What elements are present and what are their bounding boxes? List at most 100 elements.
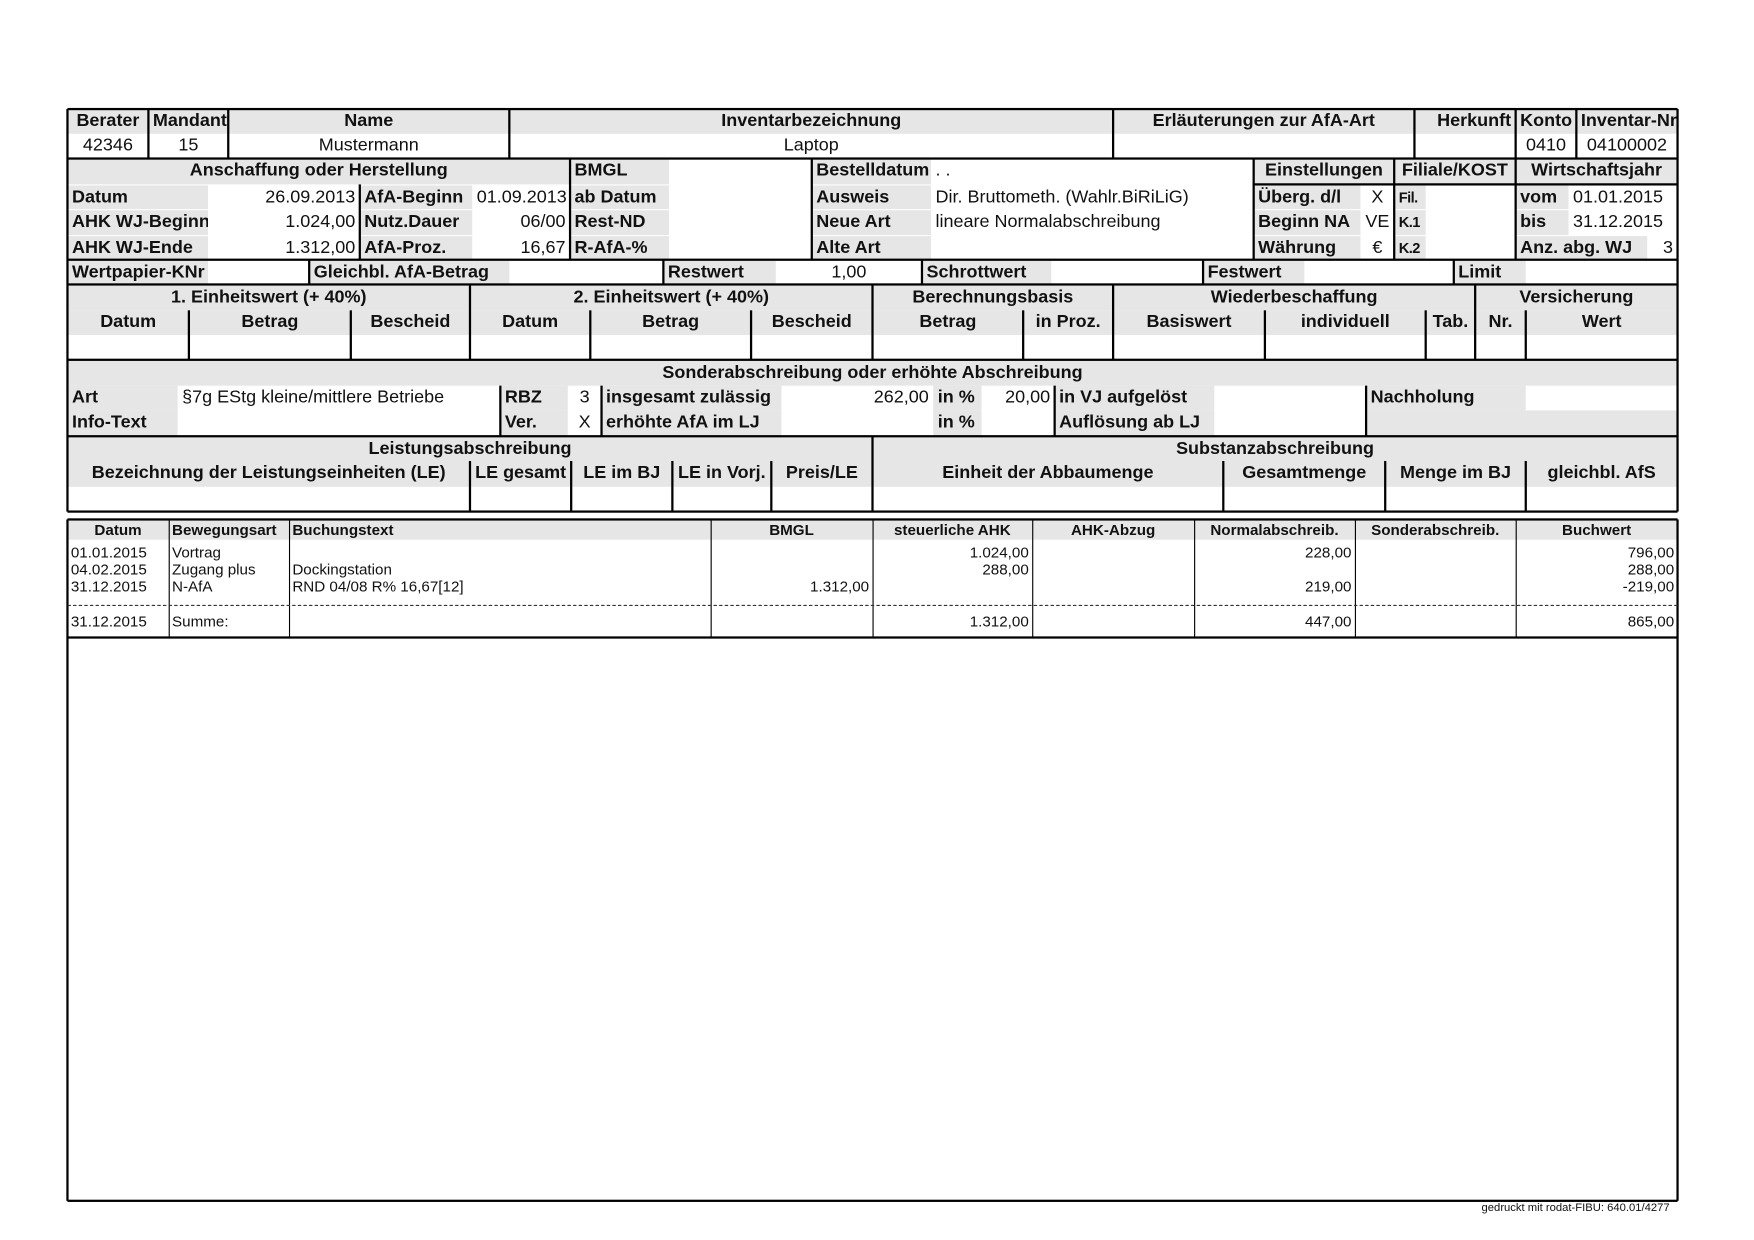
grid-line bbox=[1413, 109, 1416, 159]
grid-line bbox=[1053, 385, 1056, 437]
a-rows-0-l6: Fil. bbox=[1394, 185, 1426, 210]
e-cols-3: Datum bbox=[469, 310, 591, 336]
b-rows-2-7 bbox=[1355, 578, 1516, 595]
s-r1-ges: 262,00 bbox=[873, 387, 929, 408]
a-rows-0-v5: X bbox=[1371, 187, 1384, 207]
grid-line bbox=[1514, 109, 1517, 159]
s-r1-art-label: Art bbox=[67, 385, 178, 411]
b-rows-2-6: 219,00 bbox=[1305, 577, 1352, 595]
s-r1-art: §7g EStg kleine/mittlere Betriebe bbox=[182, 387, 445, 408]
b-rows-0-4: 1.024,00 bbox=[969, 544, 1029, 562]
s-r1-inp-label: in % bbox=[933, 385, 982, 411]
grid-line bbox=[67, 358, 1678, 362]
s-r1-vj-label: in VJ aufgelöst bbox=[1054, 385, 1215, 411]
s-r2-aufl bbox=[1214, 410, 1366, 436]
b-rows-1-3 bbox=[711, 561, 873, 578]
a-rows-1-v7: 31.12.2015 bbox=[1572, 212, 1664, 232]
b-rows-0-6: 228,00 bbox=[1305, 544, 1352, 562]
b-rows-1-8: 288,00 bbox=[1627, 561, 1675, 578]
a-rows-2-l5: Währung bbox=[1253, 236, 1361, 260]
grid-line bbox=[1515, 519, 1517, 638]
s-r1-nach bbox=[1526, 386, 1678, 411]
l-cols-7: Menge im BJ bbox=[1385, 460, 1526, 487]
w-gleich bbox=[509, 261, 663, 285]
w-fest-label: Festwert bbox=[1203, 260, 1305, 285]
a-rows-2-l6: K.2 bbox=[1394, 236, 1426, 260]
grid-line bbox=[1022, 310, 1024, 360]
e-t3: Berechnungsbasis bbox=[872, 285, 1114, 311]
print-footer: gedruckt mit rodat-FIBU: 640.01/4277 bbox=[1481, 1201, 1670, 1215]
empty-cell bbox=[1526, 487, 1678, 512]
a-rows-2-l1: AHK WJ-Ende bbox=[67, 236, 209, 260]
b-rows-1-5 bbox=[1032, 561, 1194, 578]
a-rows-2-l2: AfA-Proz. bbox=[359, 236, 473, 260]
b-rows-2-5 bbox=[1032, 578, 1194, 595]
grid-line bbox=[1193, 519, 1195, 638]
s-r1-vj bbox=[1214, 386, 1366, 411]
b-rows-0-5 bbox=[1032, 544, 1194, 561]
b-rows-2-0: 31.12.2015 bbox=[70, 577, 147, 595]
l-cols-1: LE gesamt bbox=[469, 460, 572, 487]
a-rows-0-l2: AfA-Beginn bbox=[359, 185, 473, 210]
grid-line bbox=[1474, 284, 1476, 360]
empty-cell bbox=[1113, 335, 1265, 360]
s-r2-inp bbox=[982, 410, 1055, 436]
b-headers-0: Datum bbox=[67, 520, 169, 540]
a-rows-0-v6 bbox=[1426, 186, 1516, 210]
grid-line bbox=[359, 184, 361, 260]
h-inv: Laptop bbox=[783, 136, 839, 156]
w-knr bbox=[208, 261, 309, 285]
w-gleich-label: Gleichbl. AfA-Betrag bbox=[309, 260, 510, 285]
grid-line bbox=[508, 109, 511, 159]
grid-line bbox=[1575, 109, 1578, 159]
a-rows-1-l4: Neue Art bbox=[811, 210, 931, 235]
b-rows-2-2: RND 04/08 R% 16,67[12] bbox=[292, 577, 464, 595]
w-limit-label: Limit bbox=[1453, 260, 1526, 285]
s-r1-inp: 20,00 bbox=[1005, 387, 1051, 408]
h-herk-label: Herkunft bbox=[1414, 109, 1516, 134]
grid-line bbox=[871, 519, 874, 638]
s-r1-ges-label: insgesamt zulässig bbox=[601, 385, 782, 411]
empty-cell bbox=[1223, 487, 1385, 512]
e-cols-5: Bescheid bbox=[751, 310, 873, 336]
a-rows-0-v4: Dir. Bruttometh. (Wahlr.BiRiLiG) bbox=[935, 187, 1189, 207]
s-r2-info bbox=[178, 410, 501, 436]
e-cols-9: individuell bbox=[1264, 310, 1426, 336]
empty-cell bbox=[1385, 487, 1526, 512]
h-konto: 0410 bbox=[1525, 136, 1567, 156]
e-cols-4: Betrag bbox=[590, 310, 752, 336]
e-cols-0: Datum bbox=[67, 310, 189, 336]
s-r1-nach-label: Nachholung bbox=[1366, 385, 1526, 411]
a-bmgl-label: BMGL bbox=[570, 158, 669, 185]
h-erl-label: Erläuterungen zur AfA-Art bbox=[1113, 109, 1415, 134]
b-sum-1: Summe: bbox=[172, 612, 229, 630]
b-sum-5 bbox=[1032, 613, 1194, 632]
empty-cell bbox=[351, 335, 470, 360]
e-cols-6: Betrag bbox=[872, 310, 1024, 336]
a-rows-1-v6 bbox=[1426, 210, 1516, 235]
h-konto-label: Konto bbox=[1515, 109, 1577, 134]
a-rows-2-v5: € bbox=[1372, 238, 1383, 258]
a-rows-1-v3 bbox=[669, 210, 812, 235]
grid-line bbox=[1365, 385, 1367, 437]
e-cols-12: Wert bbox=[1525, 310, 1678, 336]
grid-line bbox=[168, 519, 170, 638]
b-headers-2: Buchungstext bbox=[288, 520, 711, 540]
a-best: . . bbox=[935, 160, 951, 180]
grid-line bbox=[1424, 310, 1427, 360]
w-schrott bbox=[1051, 261, 1203, 285]
a-rows-0-l5: Überg. d/l bbox=[1253, 185, 1361, 210]
grid-line bbox=[1253, 183, 1678, 186]
a-rows-1-v1: 1.024,00 bbox=[285, 212, 356, 232]
e-cols-11: Nr. bbox=[1475, 310, 1526, 336]
b-rows-0-7 bbox=[1355, 544, 1516, 561]
b-rows-0-2 bbox=[289, 544, 711, 561]
s-r2-inp-label: in % bbox=[933, 410, 982, 437]
b-headers-4: steuerliche AHK bbox=[872, 520, 1033, 540]
b-sum-0: 31.12.2015 bbox=[70, 612, 147, 630]
h-mandant: 15 bbox=[178, 136, 199, 156]
b-headers-7: Sonderabschreib. bbox=[1354, 520, 1516, 540]
grid-line bbox=[600, 385, 603, 437]
grid-line bbox=[1031, 519, 1033, 638]
